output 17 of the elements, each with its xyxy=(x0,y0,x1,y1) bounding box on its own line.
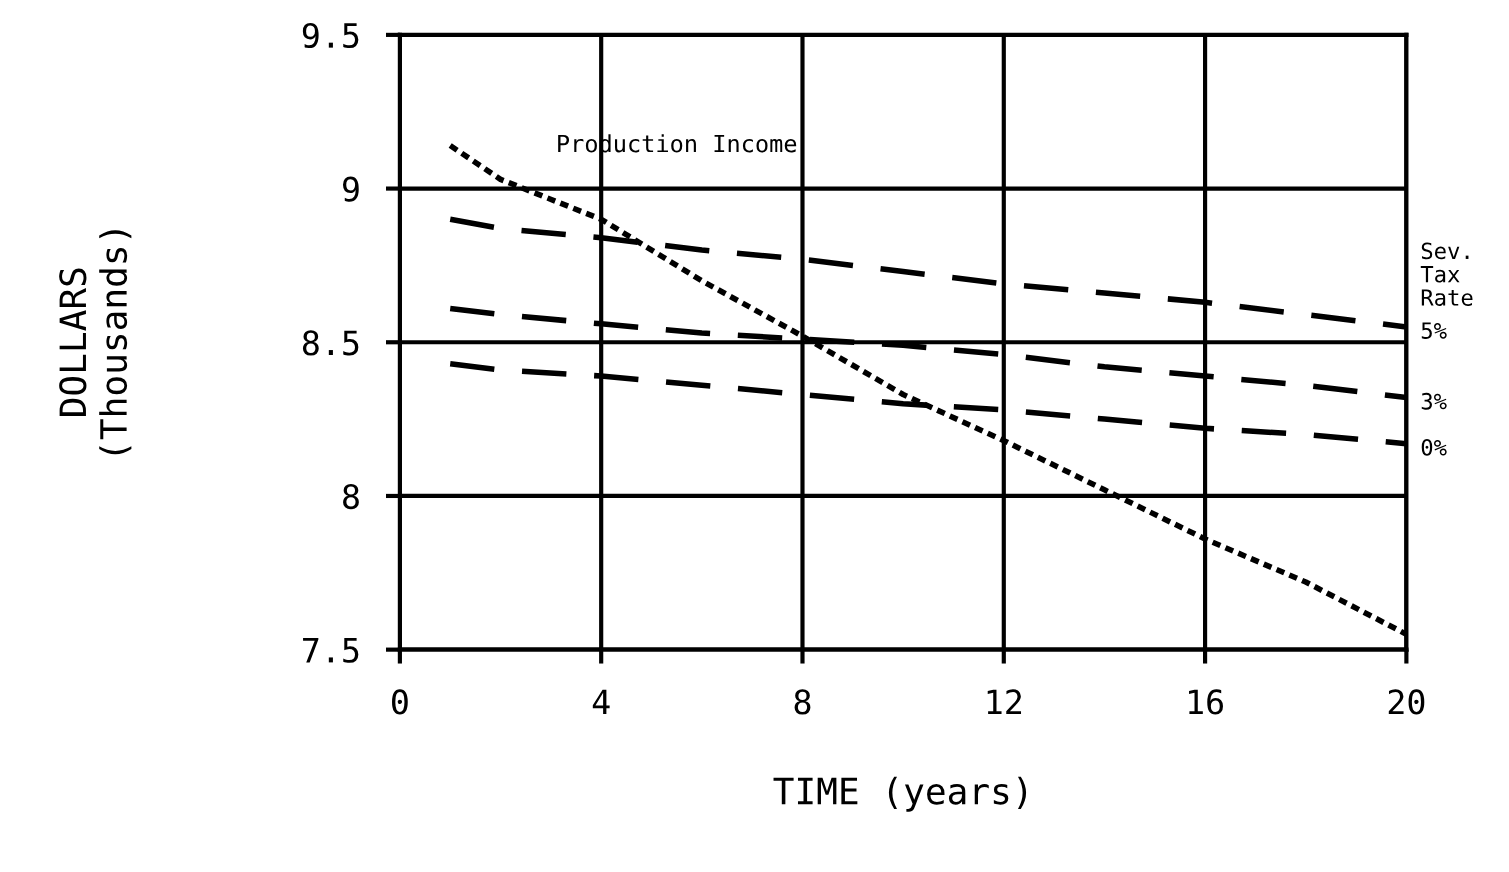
x-tick-label: 8 xyxy=(794,689,811,715)
y-tick-label: 7.5 xyxy=(303,638,359,663)
x-tick-label: 12 xyxy=(987,689,1022,715)
x-tick-label: 0 xyxy=(392,689,408,715)
y-tick-label: 9.5 xyxy=(302,22,359,49)
legend-title: Sev. Tax Rate xyxy=(1420,242,1473,306)
x-tick-label: 16 xyxy=(1189,689,1223,715)
y-tick-label: 9 xyxy=(343,176,359,202)
y-tick-label: 8.5 xyxy=(302,330,359,356)
series-label: 5% xyxy=(1421,322,1447,339)
y-tick-label: 8 xyxy=(343,483,359,510)
x-axis-title: TIME (years) xyxy=(773,776,1027,812)
series-label: 3% xyxy=(1421,392,1447,410)
x-tick-label: 4 xyxy=(592,689,610,715)
series-label: 0% xyxy=(1421,438,1447,456)
y-axis-title: DOLLARS (Thousands) xyxy=(59,230,132,455)
x-tick-label: 20 xyxy=(1388,689,1425,715)
